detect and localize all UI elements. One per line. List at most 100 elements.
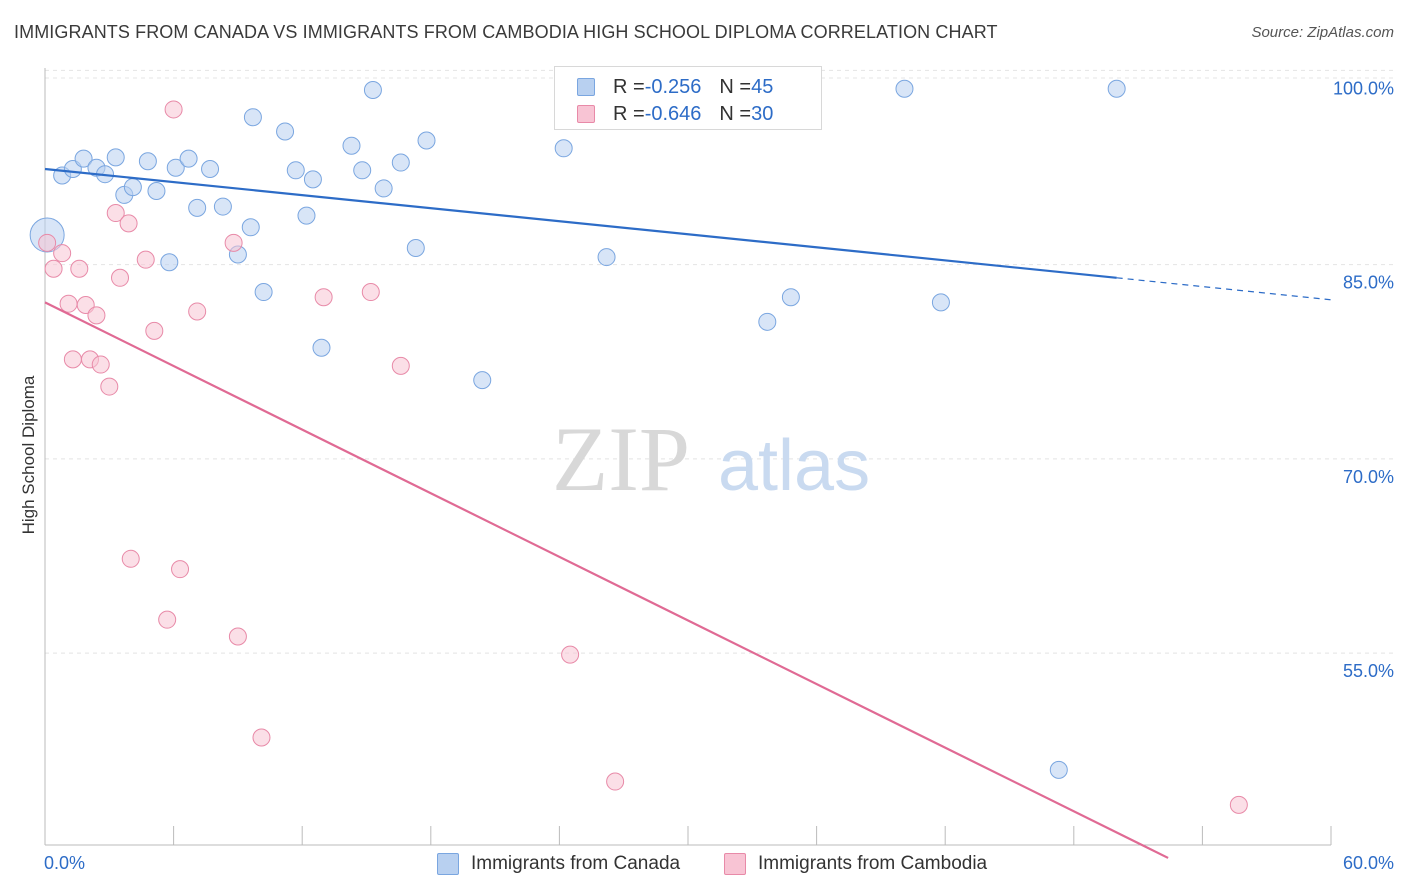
series-legend-cambodia: Immigrants from Cambodia <box>724 852 987 876</box>
cambodia-point <box>252 728 271 747</box>
canada-point <box>213 197 232 216</box>
canada-point <box>297 206 316 225</box>
grid-lines <box>45 69 1395 654</box>
canada-point <box>147 182 166 201</box>
axes <box>44 68 1332 846</box>
data-points <box>29 79 1248 814</box>
canada-point <box>188 198 207 217</box>
trend-lines <box>44 167 1332 859</box>
legend-swatch-canada <box>437 853 459 875</box>
cambodia-point <box>91 355 110 374</box>
canada-point <box>166 158 185 177</box>
tick-labels: 100.0% 85.0% 70.0% 55.0% 0.0% 60.0% <box>44 78 1394 873</box>
canada-trend-extension <box>1116 277 1332 301</box>
cambodia-point <box>164 100 183 119</box>
cambodia-point <box>188 302 207 321</box>
canada-point <box>276 122 295 141</box>
y-tick-label: 100.0% <box>1333 78 1394 98</box>
cambodia-point <box>119 214 138 233</box>
cambodia-point <box>224 233 243 252</box>
canada-point <box>1049 760 1068 779</box>
cambodia-point <box>38 233 57 252</box>
canada-point <box>138 152 157 171</box>
cambodia-point <box>606 772 625 791</box>
cambodia-point <box>70 259 89 278</box>
canada-point <box>342 136 361 155</box>
watermark-atlas: atlas <box>718 426 870 506</box>
cambodia-point <box>145 321 164 340</box>
legend-swatch-cambodia <box>577 105 595 123</box>
canada-point <box>286 161 305 180</box>
legend-n-value: 45 <box>751 75 774 98</box>
cambodia-point <box>53 244 72 263</box>
cambodia-point <box>63 350 82 369</box>
cambodia-point <box>391 356 410 375</box>
canada-point <box>241 218 260 237</box>
canada-point <box>931 293 950 312</box>
legend-n-label: N = <box>719 75 752 98</box>
canada-point <box>374 179 393 198</box>
canada-point <box>417 131 436 150</box>
legend-r-value: -0.646 <box>644 102 702 125</box>
legend-r-label: R = <box>613 102 645 125</box>
legend-n-label: N = <box>719 102 752 125</box>
canada-point <box>106 148 125 167</box>
canada-point <box>473 371 492 390</box>
canada-point <box>243 108 262 127</box>
legend-swatch-cambodia <box>724 853 746 875</box>
x-tick-label: 0.0% <box>44 853 85 873</box>
canada-trend-line <box>44 167 1117 279</box>
canada-point <box>363 81 382 100</box>
legend-row-canada: R = -0.256 N = 45 <box>577 73 773 101</box>
cambodia-point <box>1229 795 1248 814</box>
cambodia-trend-line <box>44 301 1169 859</box>
cambodia-point <box>87 306 106 325</box>
legend-swatch-canada <box>577 78 595 96</box>
cambodia-point <box>361 283 380 302</box>
canada-point <box>1107 79 1126 98</box>
legend-r-value: -0.256 <box>644 75 702 98</box>
cambodia-point <box>121 549 140 568</box>
legend-n-value: 30 <box>751 102 774 125</box>
chart-source: Source: ZipAtlas.com <box>1251 24 1394 41</box>
cambodia-point <box>111 268 130 287</box>
canada-point <box>254 283 273 302</box>
canada-point <box>179 149 198 168</box>
canada-point <box>303 170 322 189</box>
canada-point <box>123 178 142 197</box>
cambodia-point <box>44 259 63 278</box>
cambodia-point <box>136 250 155 269</box>
y-tick-label: 85.0% <box>1343 273 1394 293</box>
series-name-cambodia: Immigrants from Cambodia <box>758 853 988 874</box>
canada-point <box>895 79 914 98</box>
cambodia-point <box>100 377 119 396</box>
canada-point <box>391 153 410 172</box>
y-axis-title: High School Diploma <box>19 375 38 534</box>
y-tick-label: 55.0% <box>1343 661 1394 681</box>
canada-point <box>201 160 220 179</box>
chart-title: IMMIGRANTS FROM CANADA VS IMMIGRANTS FRO… <box>14 22 998 42</box>
y-tick-label: 70.0% <box>1343 467 1394 487</box>
legend-r-label: R = <box>613 75 645 98</box>
cambodia-point <box>228 627 247 646</box>
canada-point <box>353 161 372 180</box>
x-tick-label: 60.0% <box>1343 853 1394 873</box>
canada-point <box>74 149 93 168</box>
watermark-zip: ZIP <box>552 408 690 510</box>
canada-point <box>160 253 179 272</box>
series-legend-canada: Immigrants from Canada <box>437 852 680 876</box>
stats-legend: R = -0.256 N = 45 R = -0.646 N = 30 <box>554 66 822 130</box>
canada-point <box>781 288 800 307</box>
canada-point <box>312 338 331 357</box>
canada-point <box>758 312 777 331</box>
cambodia-point <box>314 288 333 307</box>
cambodia-point <box>561 645 580 664</box>
cambodia-point <box>171 560 190 579</box>
cambodia-point <box>106 204 125 223</box>
canada-point <box>406 239 425 258</box>
cambodia-point <box>59 294 78 313</box>
canada-point <box>597 248 616 267</box>
canada-point <box>554 139 573 158</box>
legend-row-cambodia: R = -0.646 N = 30 <box>577 100 773 128</box>
